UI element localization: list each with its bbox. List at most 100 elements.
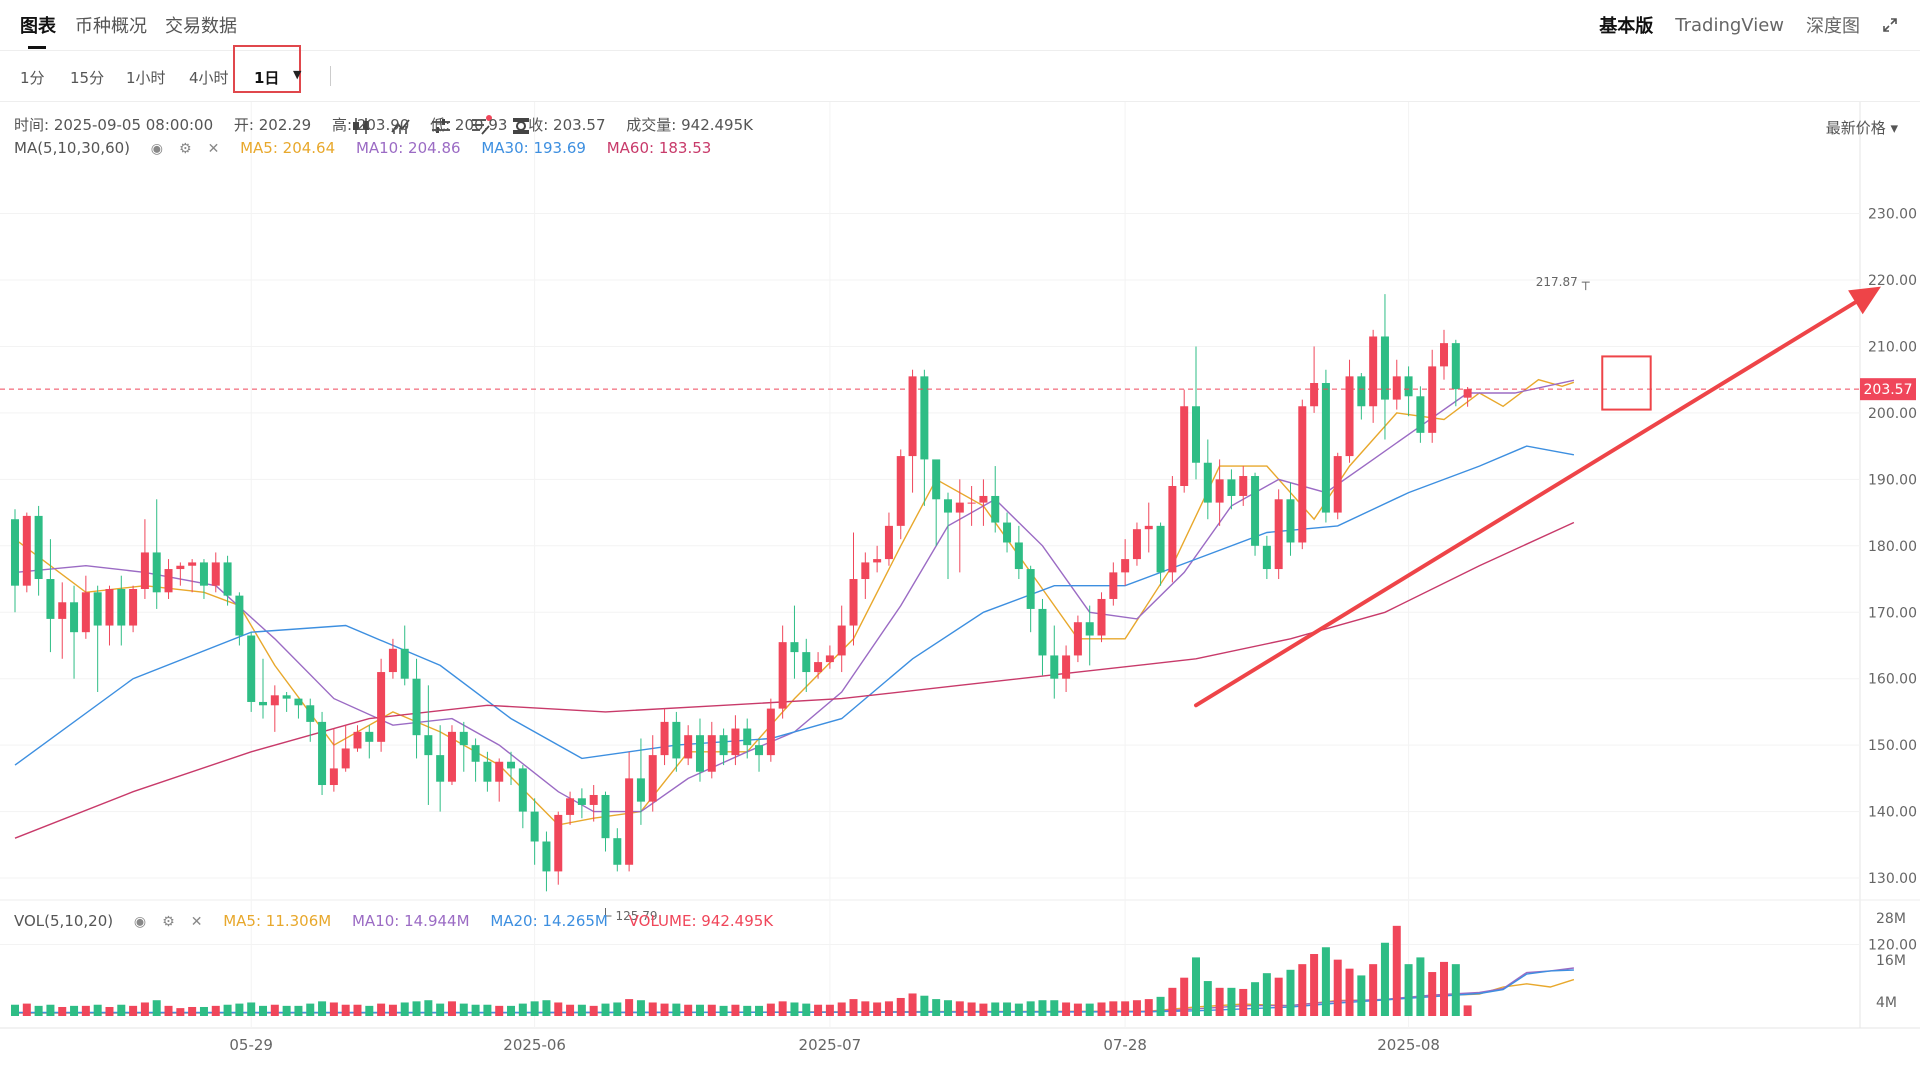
candle <box>34 505 43 596</box>
candle-body <box>1097 598 1106 636</box>
candle-body <box>318 721 327 786</box>
drawing-tools-icon[interactable] <box>470 115 492 137</box>
tab-tradingview[interactable]: TradingView <box>1675 14 1784 36</box>
x-tick-label: 2025-06 <box>503 1036 566 1054</box>
vol-eye-icon[interactable]: ◉ <box>133 914 147 930</box>
eye-icon[interactable]: ◉ <box>150 141 164 157</box>
volume-bar <box>707 1004 716 1016</box>
candle <box>920 369 929 506</box>
volume-bar <box>459 1003 468 1016</box>
volume-bar <box>1286 969 1295 1016</box>
candle <box>861 552 870 599</box>
candle <box>1050 625 1059 699</box>
candle <box>955 479 964 573</box>
candle <box>518 765 527 829</box>
volume-bar <box>447 1001 456 1016</box>
candle <box>365 725 374 759</box>
candle-type-icon[interactable] <box>350 115 372 137</box>
indicator-icon[interactable] <box>390 115 412 137</box>
ma-line-ma10 <box>14 379 1575 813</box>
vol-settings-icon[interactable]: ⚙ <box>162 914 175 930</box>
vol-close-icon[interactable]: ✕ <box>190 914 203 930</box>
tab-basic[interactable]: 基本版 <box>1599 16 1654 37</box>
ohlc-time: 时间: 2025-09-05 08:00:00 <box>14 116 214 134</box>
interval-1h[interactable]: 1小时 <box>126 69 166 87</box>
candle-body <box>1168 485 1177 573</box>
price-type-select[interactable]: 最新价格 ▾ <box>1825 119 1898 137</box>
candle-body <box>70 602 79 633</box>
volume-tick-label: 16M <box>1876 953 1906 969</box>
close-icon[interactable]: ✕ <box>207 141 220 157</box>
volume-bar <box>1180 977 1189 1016</box>
volume-bar <box>282 1005 291 1016</box>
interval-1d[interactable]: 1日 <box>254 69 280 87</box>
volume-bars <box>11 925 1472 1016</box>
volume-bar <box>259 1005 268 1016</box>
candle-body <box>400 648 409 679</box>
tab-trading-data[interactable]: 交易数据 <box>165 16 237 37</box>
candle-body <box>152 552 161 593</box>
interval-dropdown-caret[interactable]: ▼ <box>293 68 302 81</box>
volume-bar <box>601 1003 610 1016</box>
candle <box>105 585 114 646</box>
volume-bar <box>837 1002 846 1016</box>
candle <box>530 798 539 865</box>
candle-body <box>459 731 468 746</box>
candle-body <box>93 592 102 626</box>
candle-body <box>365 731 374 742</box>
grid-lines <box>0 102 1920 1029</box>
candle-body <box>1026 569 1035 609</box>
volume-bar <box>1062 1002 1071 1016</box>
candle <box>1286 482 1295 556</box>
candle-body <box>424 735 433 756</box>
candle <box>979 479 988 526</box>
candle-body <box>825 655 834 663</box>
max-marker-tick <box>1581 281 1590 291</box>
tab-depth[interactable]: 深度图 <box>1806 16 1860 37</box>
candle <box>1416 386 1425 443</box>
interval-4h[interactable]: 4小时 <box>189 69 229 87</box>
camera-icon[interactable] <box>510 115 532 137</box>
settings-sliders-icon[interactable] <box>430 115 452 137</box>
candle-body <box>707 735 716 772</box>
candle-body <box>495 761 504 782</box>
volume-bar <box>164 1005 173 1016</box>
candle-body <box>22 515 31 586</box>
settings-icon[interactable]: ⚙ <box>179 141 192 157</box>
volume-bar <box>1085 1003 1094 1016</box>
candle <box>259 658 268 719</box>
tab-overview[interactable]: 币种概况 <box>75 16 147 37</box>
candle-body <box>790 642 799 653</box>
candle-body <box>1333 456 1342 513</box>
ma-legend-name: MA(5,10,30,60) <box>14 139 131 157</box>
y-tick-label: 230.00 <box>1868 207 1917 223</box>
volume-bar <box>211 1005 220 1016</box>
candle-body <box>530 811 539 842</box>
candle-body <box>1073 622 1082 656</box>
candles <box>11 294 1472 892</box>
candle <box>672 711 681 772</box>
candle <box>1428 349 1437 443</box>
volume-bar <box>483 1004 492 1016</box>
interval-15m[interactable]: 15分 <box>70 69 105 87</box>
volume-bar <box>542 1000 551 1016</box>
candle <box>967 485 976 526</box>
expand-icon[interactable] <box>1882 17 1898 33</box>
volume-bar <box>46 1004 55 1016</box>
volume-bar <box>1132 1000 1141 1016</box>
candle-body <box>1121 559 1130 573</box>
volume-bar <box>825 1004 834 1016</box>
candle-body <box>1038 608 1047 656</box>
candle-body <box>684 735 693 759</box>
candle-body <box>223 562 232 596</box>
candle-body <box>1274 499 1283 570</box>
interval-1m[interactable]: 1分 <box>20 69 45 87</box>
candle <box>1392 359 1401 410</box>
candle-body <box>554 814 563 872</box>
tab-chart[interactable]: 图表 <box>20 16 56 37</box>
candle <box>46 539 55 653</box>
candle-body <box>625 778 634 865</box>
volume-bar <box>1227 987 1236 1016</box>
volume-bar <box>1392 925 1401 1016</box>
